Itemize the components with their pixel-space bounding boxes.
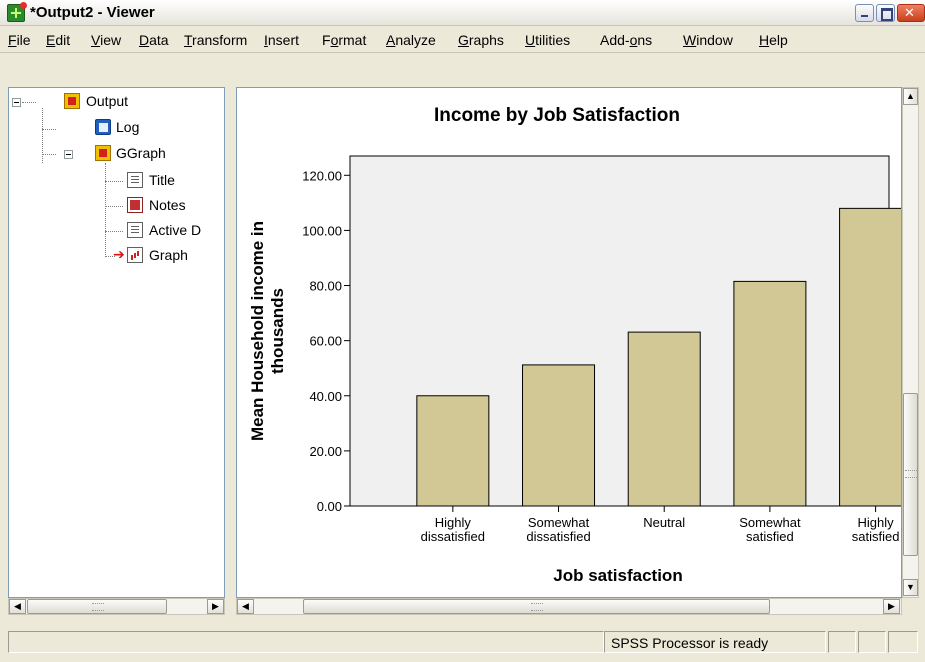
tree-item-output[interactable]: Output	[86, 93, 129, 109]
chart-title: Income by Job Satisfaction	[434, 105, 680, 126]
window-title: *Output2 - Viewer	[30, 4, 155, 21]
y-tick-label: 40.00	[309, 389, 342, 404]
menu-analyze[interactable]: Analyze	[386, 32, 436, 48]
menu-format[interactable]: Format	[322, 32, 367, 48]
tree-item-notes[interactable]: Notes	[149, 197, 186, 213]
content-vscroll-thumb[interactable]	[903, 393, 918, 556]
collapse-ggraph-toggle[interactable]	[64, 150, 73, 159]
content-scroll-right-arrow-icon[interactable]: ▶	[883, 599, 900, 614]
x-tick-label: Somewhat	[528, 515, 590, 530]
bar[interactable]	[522, 364, 596, 507]
scroll-right-arrow-icon[interactable]: ▶	[207, 599, 224, 614]
x-axis-label: Job satisfaction	[553, 566, 682, 585]
bar-chart[interactable]: Income by Job Satisfaction Mean Househol…	[237, 88, 902, 598]
y-axis-label-line: thousands	[268, 288, 287, 374]
collapse-output-toggle[interactable]	[12, 98, 21, 107]
menu-data[interactable]: Data	[139, 32, 169, 48]
content-scroll-left-arrow-icon[interactable]: ◀	[237, 599, 254, 614]
title-page-icon	[127, 172, 143, 188]
status-cell-empty-2	[858, 631, 886, 653]
bar[interactable]	[416, 395, 490, 507]
notes-icon	[127, 197, 143, 213]
status-cell-empty-3	[888, 631, 918, 653]
tree-item-active-dataset[interactable]: Active D	[149, 222, 202, 238]
tree-item-log[interactable]: Log	[116, 119, 140, 135]
graph-icon	[127, 247, 143, 263]
menu-help[interactable]: Help	[759, 32, 788, 48]
x-tick-label: Highly	[435, 515, 472, 530]
scroll-down-arrow-icon[interactable]: ▼	[903, 579, 918, 596]
minimize-button[interactable]	[855, 4, 874, 22]
x-tick-label: Somewhat	[739, 515, 801, 530]
tree-item-title[interactable]: Title	[149, 172, 175, 188]
outline-pane[interactable]: Output Log GGraph Title Notes Active D ➔…	[8, 87, 225, 598]
content-vertical-scrollbar[interactable]: ▲ ▼	[902, 87, 919, 598]
y-tick-label: 20.00	[309, 444, 342, 459]
menu-transform[interactable]: Transform	[184, 32, 248, 48]
x-tick-label: satisfied	[746, 529, 794, 544]
menu-utilities[interactable]: Utilities	[525, 32, 571, 48]
y-tick-label: 0.00	[317, 499, 342, 514]
status-cell-empty-1	[828, 631, 856, 653]
menu-bar: File Edit View Data Transform Insert For…	[0, 27, 925, 53]
x-tick-label: Neutral	[643, 515, 685, 530]
scroll-left-arrow-icon[interactable]: ◀	[9, 599, 26, 614]
active-dataset-icon	[127, 222, 143, 238]
y-tick-label: 60.00	[309, 334, 342, 349]
title-bar[interactable]: *Output2 - Viewer	[0, 0, 925, 26]
y-axis-label-line: Mean Household income in	[248, 221, 267, 441]
ggraph-book-icon	[95, 145, 111, 161]
tree-item-ggraph[interactable]: GGraph	[116, 145, 166, 161]
spss-app-icon[interactable]	[7, 2, 27, 22]
menu-view[interactable]: View	[91, 32, 122, 48]
close-button[interactable]	[897, 4, 925, 22]
status-cell-main	[8, 631, 604, 653]
tree-item-graph[interactable]: Graph	[149, 247, 188, 263]
selection-arrow-icon: ➔	[113, 246, 125, 262]
x-tick-label: dissatisfied	[421, 529, 485, 544]
status-bar: SPSS Processor is ready	[0, 628, 925, 662]
status-processor-text: SPSS Processor is ready	[611, 635, 769, 651]
menu-window[interactable]: Window	[683, 32, 733, 48]
y-tick-label: 100.00	[302, 223, 342, 238]
maximize-button[interactable]	[876, 4, 895, 22]
bar[interactable]	[733, 280, 807, 507]
bar[interactable]	[627, 331, 701, 507]
menu-graphs[interactable]: Graphs	[458, 32, 504, 48]
x-tick-label: Highly	[858, 515, 895, 530]
bar[interactable]	[839, 207, 902, 507]
content-horizontal-scrollbar[interactable]: ◀ ▶	[236, 598, 902, 615]
y-tick-label: 120.00	[302, 168, 342, 183]
y-tick-label: 80.00	[309, 279, 342, 294]
content-hscroll-thumb[interactable]	[303, 599, 770, 614]
viewer-content-pane[interactable]: Income by Job Satisfaction Mean Househol…	[236, 87, 902, 598]
y-axis-label: Mean Household income in thousands	[248, 221, 287, 441]
menu-file[interactable]: File	[8, 32, 31, 48]
menu-insert[interactable]: Insert	[264, 32, 300, 48]
x-tick-label: dissatisfied	[526, 529, 590, 544]
status-cell-processor: SPSS Processor is ready	[604, 631, 826, 653]
x-tick-label: satisfied	[852, 529, 900, 544]
menu-edit[interactable]: Edit	[46, 32, 71, 48]
outline-scroll-thumb[interactable]	[27, 599, 167, 614]
scroll-up-arrow-icon[interactable]: ▲	[903, 88, 918, 105]
outline-horizontal-scrollbar[interactable]: ◀ ▶	[8, 598, 225, 615]
log-icon	[95, 119, 111, 135]
menu-add-ons[interactable]: Add-ons	[600, 32, 653, 48]
output-book-icon	[64, 93, 80, 109]
